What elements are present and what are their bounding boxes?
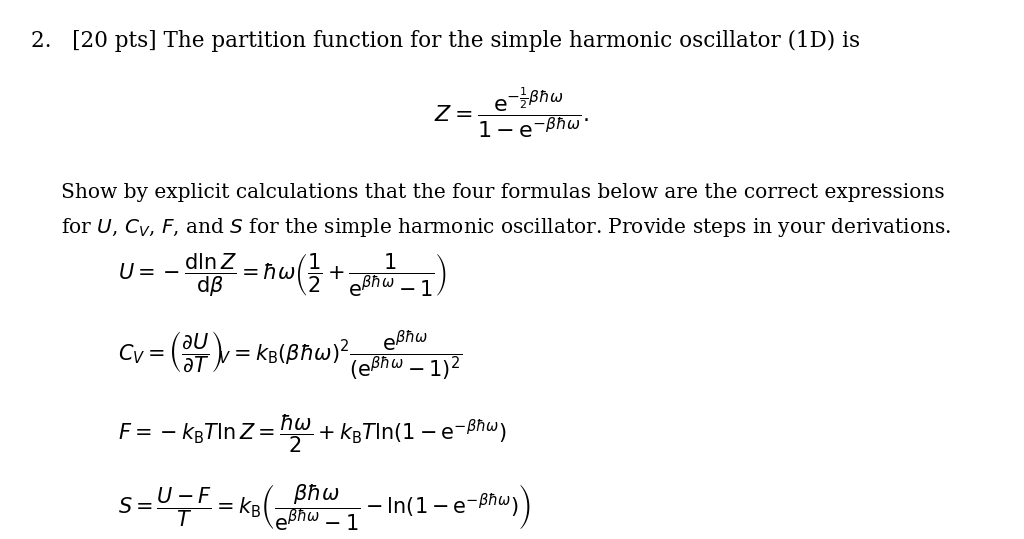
Text: $U = -\dfrac{\mathrm{d}\ln Z}{\mathrm{d}\beta} = \hbar\omega\left(\dfrac{1}{2} +: $U = -\dfrac{\mathrm{d}\ln Z}{\mathrm{d}… — [118, 251, 446, 299]
Text: for $U$, $C_V$, $F$, and $S$ for the simple harmonic oscillator. Provide steps i: for $U$, $C_V$, $F$, and $S$ for the sim… — [61, 216, 951, 239]
Text: $F = -k_{\mathrm{B}}T\ln Z = \dfrac{\hbar\omega}{2} + k_{\mathrm{B}}T\ln(1 - \ma: $F = -k_{\mathrm{B}}T\ln Z = \dfrac{\hba… — [118, 413, 507, 455]
Text: $C_V = \left(\dfrac{\partial U}{\partial T}\right)_{\!\!V} = k_{\mathrm{B}}(\bet: $C_V = \left(\dfrac{\partial U}{\partial… — [118, 329, 462, 383]
Text: $Z = \dfrac{\mathrm{e}^{-\frac{1}{2}\beta\hbar\omega}}{1 - \mathrm{e}^{-\beta\hb: $Z = \dfrac{\mathrm{e}^{-\frac{1}{2}\bet… — [434, 86, 590, 140]
Text: $S = \dfrac{U-F}{T} = k_{\mathrm{B}}\left(\dfrac{\beta\hbar\omega}{\mathrm{e}^{\: $S = \dfrac{U-F}{T} = k_{\mathrm{B}}\lef… — [118, 483, 530, 533]
Text: 2.   [20 pts] The partition function for the simple harmonic oscillator (1D) is: 2. [20 pts] The partition function for t… — [31, 30, 860, 52]
Text: Show by explicit calculations that the four formulas below are the correct expre: Show by explicit calculations that the f… — [61, 183, 945, 202]
